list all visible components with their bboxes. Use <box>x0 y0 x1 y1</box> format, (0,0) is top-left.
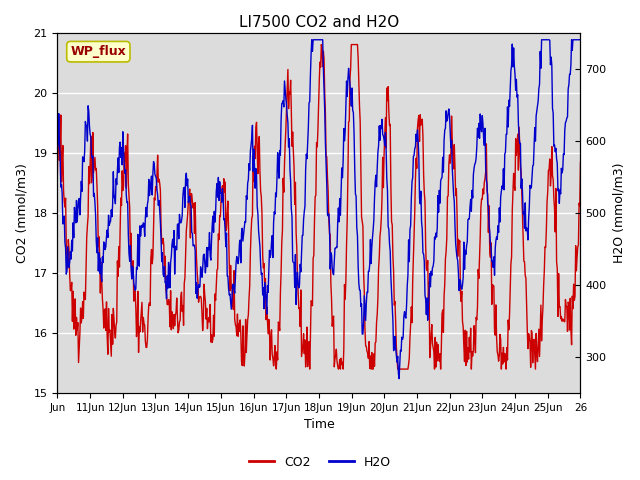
Legend: CO2, H2O: CO2, H2O <box>244 451 396 474</box>
X-axis label: Time: Time <box>303 419 334 432</box>
Text: WP_flux: WP_flux <box>70 45 126 58</box>
Y-axis label: CO2 (mmol/m3): CO2 (mmol/m3) <box>15 163 28 263</box>
Y-axis label: H2O (mmol/m3): H2O (mmol/m3) <box>612 163 625 263</box>
Title: LI7500 CO2 and H2O: LI7500 CO2 and H2O <box>239 15 399 30</box>
